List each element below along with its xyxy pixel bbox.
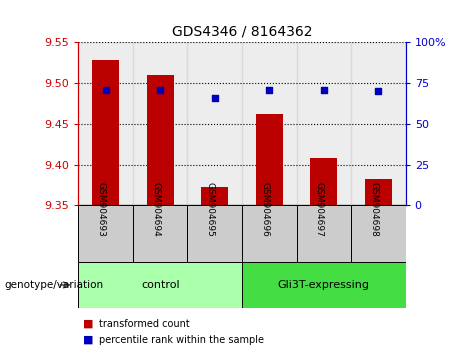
- Bar: [147, 75, 174, 205]
- Text: GSM904698: GSM904698: [369, 182, 378, 237]
- Text: GSM904693: GSM904693: [97, 182, 106, 237]
- Text: GSM904697: GSM904697: [315, 182, 324, 237]
- Title: GDS4346 / 8164362: GDS4346 / 8164362: [172, 24, 312, 39]
- Text: transformed count: transformed count: [99, 319, 190, 329]
- Text: Gli3T-expressing: Gli3T-expressing: [278, 280, 370, 290]
- Text: percentile rank within the sample: percentile rank within the sample: [99, 335, 264, 345]
- Text: GSM904695: GSM904695: [206, 182, 215, 237]
- Bar: [78, 42, 133, 205]
- Text: GSM904694: GSM904694: [151, 182, 160, 237]
- Bar: [296, 205, 351, 262]
- Bar: [242, 262, 406, 308]
- Bar: [256, 114, 283, 205]
- Text: control: control: [141, 280, 179, 290]
- Text: genotype/variation: genotype/variation: [5, 280, 104, 290]
- Bar: [365, 179, 392, 205]
- Bar: [242, 205, 296, 262]
- Text: ■: ■: [83, 319, 94, 329]
- Point: [211, 95, 219, 101]
- Text: GSM904696: GSM904696: [260, 182, 269, 237]
- Bar: [92, 61, 119, 205]
- Point: [375, 88, 382, 94]
- Point: [102, 87, 109, 92]
- Point: [320, 87, 327, 92]
- Bar: [296, 42, 351, 205]
- Bar: [188, 205, 242, 262]
- Bar: [201, 187, 228, 205]
- Bar: [188, 42, 242, 205]
- Bar: [78, 205, 133, 262]
- Bar: [351, 42, 406, 205]
- Point: [157, 87, 164, 92]
- Point: [266, 87, 273, 92]
- Bar: [242, 42, 296, 205]
- Text: ■: ■: [83, 335, 94, 345]
- Bar: [78, 262, 242, 308]
- Bar: [310, 158, 337, 205]
- Bar: [351, 205, 406, 262]
- Bar: [133, 42, 188, 205]
- Bar: [133, 205, 188, 262]
